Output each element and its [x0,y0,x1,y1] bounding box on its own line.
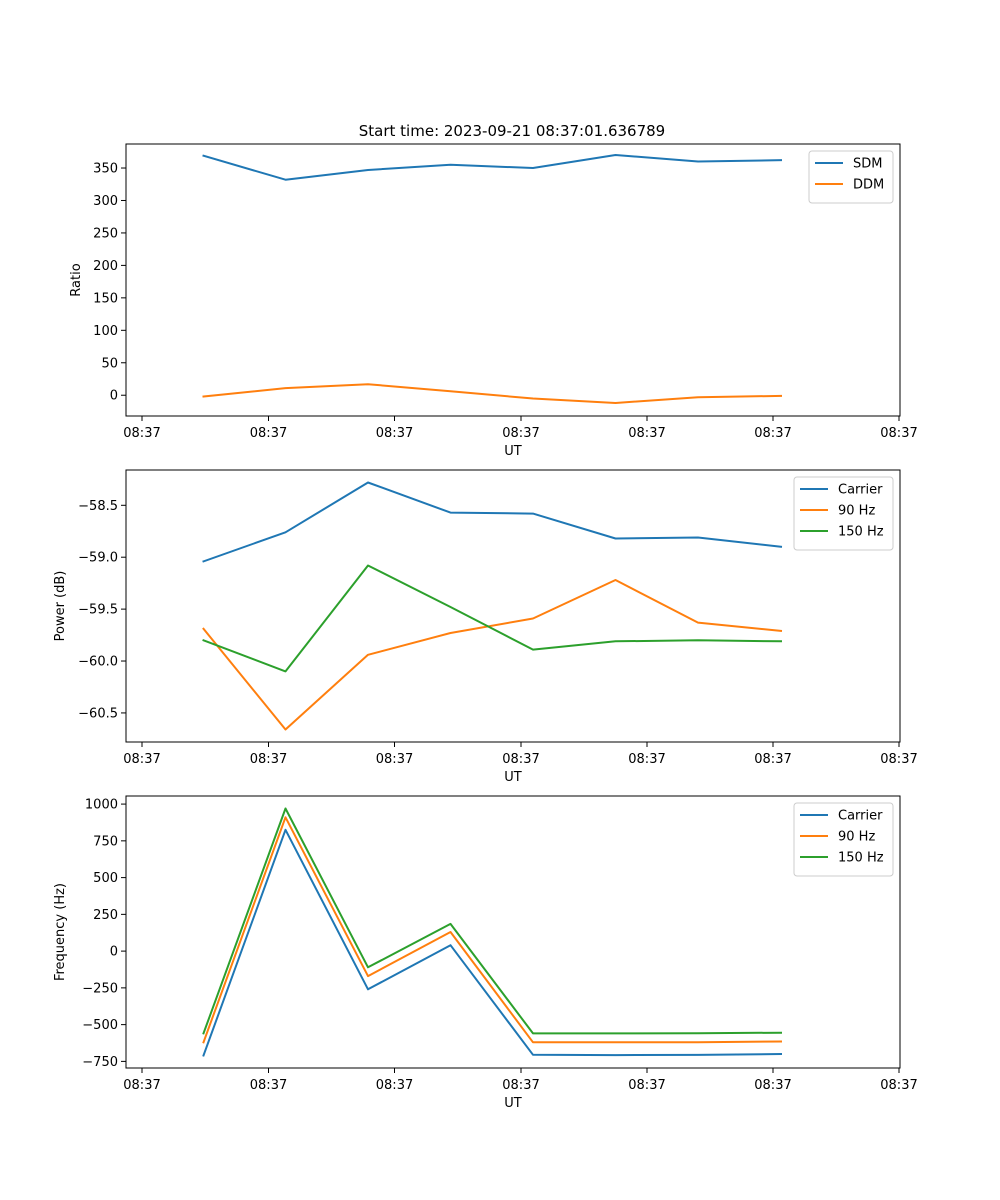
y-tick-label: −59.5 [78,603,118,618]
series-line-carrier [202,481,783,563]
y-tick-label: 0 [110,389,118,404]
x-tick-label: 08:37 [880,426,917,441]
series-line-sdm [202,154,783,181]
legend-label: 150 Hz [838,525,884,540]
series-line-90-hz [202,579,783,731]
x-tick-label: 08:37 [502,752,539,767]
series-line-ddm [202,383,783,404]
y-tick-label: 50 [101,356,118,371]
x-tick-label: 08:37 [250,1078,287,1093]
x-tick-label: 08:37 [880,1078,917,1093]
chart-ratio: 08:37 08:37 08:37 08:37 08:37 08:37 08:37 0 50 10… [69,143,918,459]
y-tick-label: −500 [82,1018,118,1033]
x-tick-label: 08:37 [123,1078,160,1093]
legend-label: 150 Hz [838,851,884,866]
series-line-150-hz [202,807,783,1035]
axes-frame [125,795,901,1069]
x-tick-label: 08:37 [502,1078,539,1093]
legend-label: Carrier [838,483,883,498]
y-axis-label: Power (dB) [53,571,68,642]
x-tick-label: 08:37 [628,426,665,441]
x-tick-label: 08:37 [502,426,539,441]
y-axis-label: Ratio [69,263,84,296]
legend-label: 90 Hz [838,830,875,845]
x-axis-label: UT [504,770,522,785]
y-tick-label: 250 [93,908,118,923]
x-tick-label: 08:37 [754,1078,791,1093]
y-tick-label: 1000 [85,798,118,813]
legend-label: DDM [853,178,884,193]
y-tick-label: 500 [93,871,118,886]
y-tick-label: 100 [93,324,118,339]
legend-label: SDM [853,157,882,172]
x-axis-label: UT [504,444,522,459]
chart-title: Start time: 2023-09-21 08:37:01.636789 [359,122,665,140]
x-tick-label: 08:37 [250,752,287,767]
x-tick-label: 08:37 [376,426,413,441]
y-tick-label: −750 [82,1055,118,1070]
chart-power: 08:37 08:37 08:37 08:37 08:37 08:37 08:37 −60.5… [53,469,918,785]
x-tick-label: 08:37 [123,426,160,441]
y-tick-label: −60.0 [78,655,118,670]
x-tick-label: 08:37 [123,752,160,767]
y-tick-label: −59.0 [78,551,118,566]
y-tick-label: 300 [93,194,118,209]
x-tick-label: 08:37 [376,752,413,767]
x-tick-label: 08:37 [880,752,917,767]
y-tick-label: 200 [93,259,118,274]
y-tick-label: 350 [93,162,118,177]
x-axis-label: UT [504,1096,522,1111]
series-line-carrier [202,828,783,1057]
x-tick-label: 08:37 [754,426,791,441]
y-tick-label: −60.5 [78,706,118,721]
y-tick-label: 150 [93,291,118,306]
chart-frequency: 08:37 08:37 08:37 08:37 08:37 08:37 08:37 −750 −… [53,795,918,1111]
y-tick-label: 750 [93,834,118,849]
x-tick-label: 08:37 [754,752,791,767]
x-tick-label: 08:37 [376,1078,413,1093]
series-line-90-hz [202,816,783,1044]
y-tick-label: −58.5 [78,499,118,514]
y-tick-label: 250 [93,226,118,241]
legend-label: Carrier [838,809,883,824]
x-tick-label: 08:37 [628,752,665,767]
y-tick-label: −250 [82,981,118,996]
series-line-150-hz [202,564,783,673]
y-axis-label: Frequency (Hz) [53,883,68,981]
y-tick-label: 0 [110,945,118,960]
x-tick-label: 08:37 [250,426,287,441]
axes-frame [125,143,901,417]
x-tick-label: 08:37 [628,1078,665,1093]
axes-frame [125,469,901,743]
legend-label: 90 Hz [838,504,875,519]
